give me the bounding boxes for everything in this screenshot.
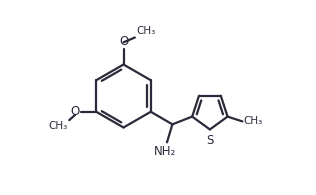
Text: CH₃: CH₃ [136,26,155,36]
Text: CH₃: CH₃ [244,116,263,126]
Text: O: O [119,35,128,48]
Text: O: O [70,105,79,118]
Text: NH₂: NH₂ [154,145,177,158]
Text: CH₃: CH₃ [49,121,68,131]
Text: S: S [206,134,214,147]
